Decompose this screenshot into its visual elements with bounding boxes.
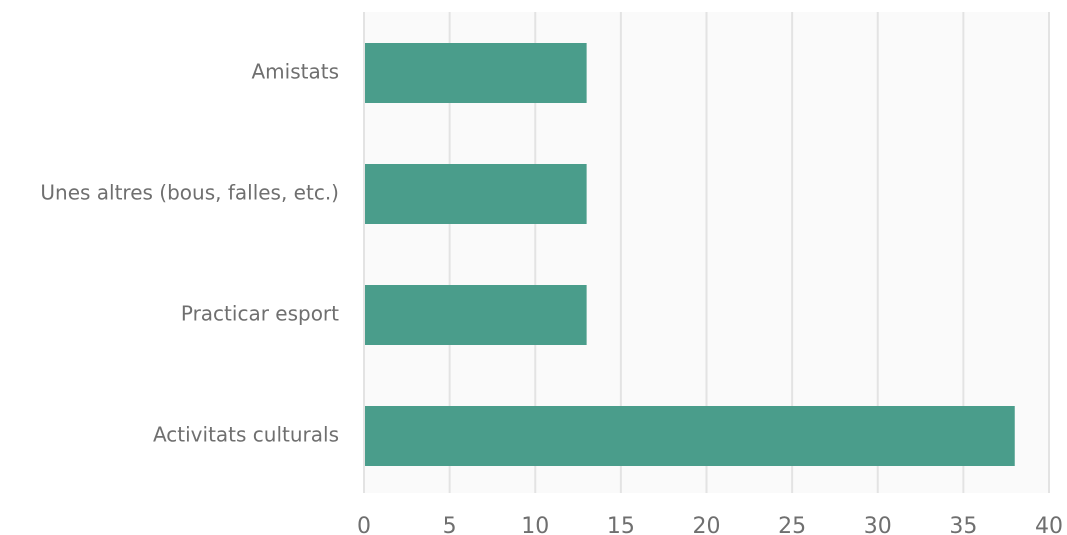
x-tick-label: 0 <box>357 514 371 535</box>
x-tick-label: 25 <box>778 514 806 535</box>
category-label: Activitats culturals <box>153 423 339 447</box>
x-tick-label: 15 <box>607 514 635 535</box>
bar-3 <box>365 406 1015 466</box>
category-labels: Amistats Unes altres (bous, falles, etc.)… <box>40 60 339 447</box>
x-tick-label: 20 <box>693 514 721 535</box>
category-label: Amistats <box>252 60 340 84</box>
category-label: Unes altres (bous, falles, etc.) <box>40 181 339 205</box>
x-tick-label: 5 <box>443 514 457 535</box>
x-tick-label: 35 <box>949 514 977 535</box>
x-tick-label: 10 <box>521 514 549 535</box>
x-tick-label: 30 <box>864 514 892 535</box>
category-label: Practicar esport <box>181 302 339 326</box>
bar-0 <box>365 43 587 103</box>
bars <box>365 43 1015 466</box>
x-tick-labels: 0 5 10 15 20 25 30 35 40 <box>357 514 1063 535</box>
bar-1 <box>365 164 587 224</box>
x-tick-label: 40 <box>1035 514 1063 535</box>
bar-2 <box>365 285 587 345</box>
